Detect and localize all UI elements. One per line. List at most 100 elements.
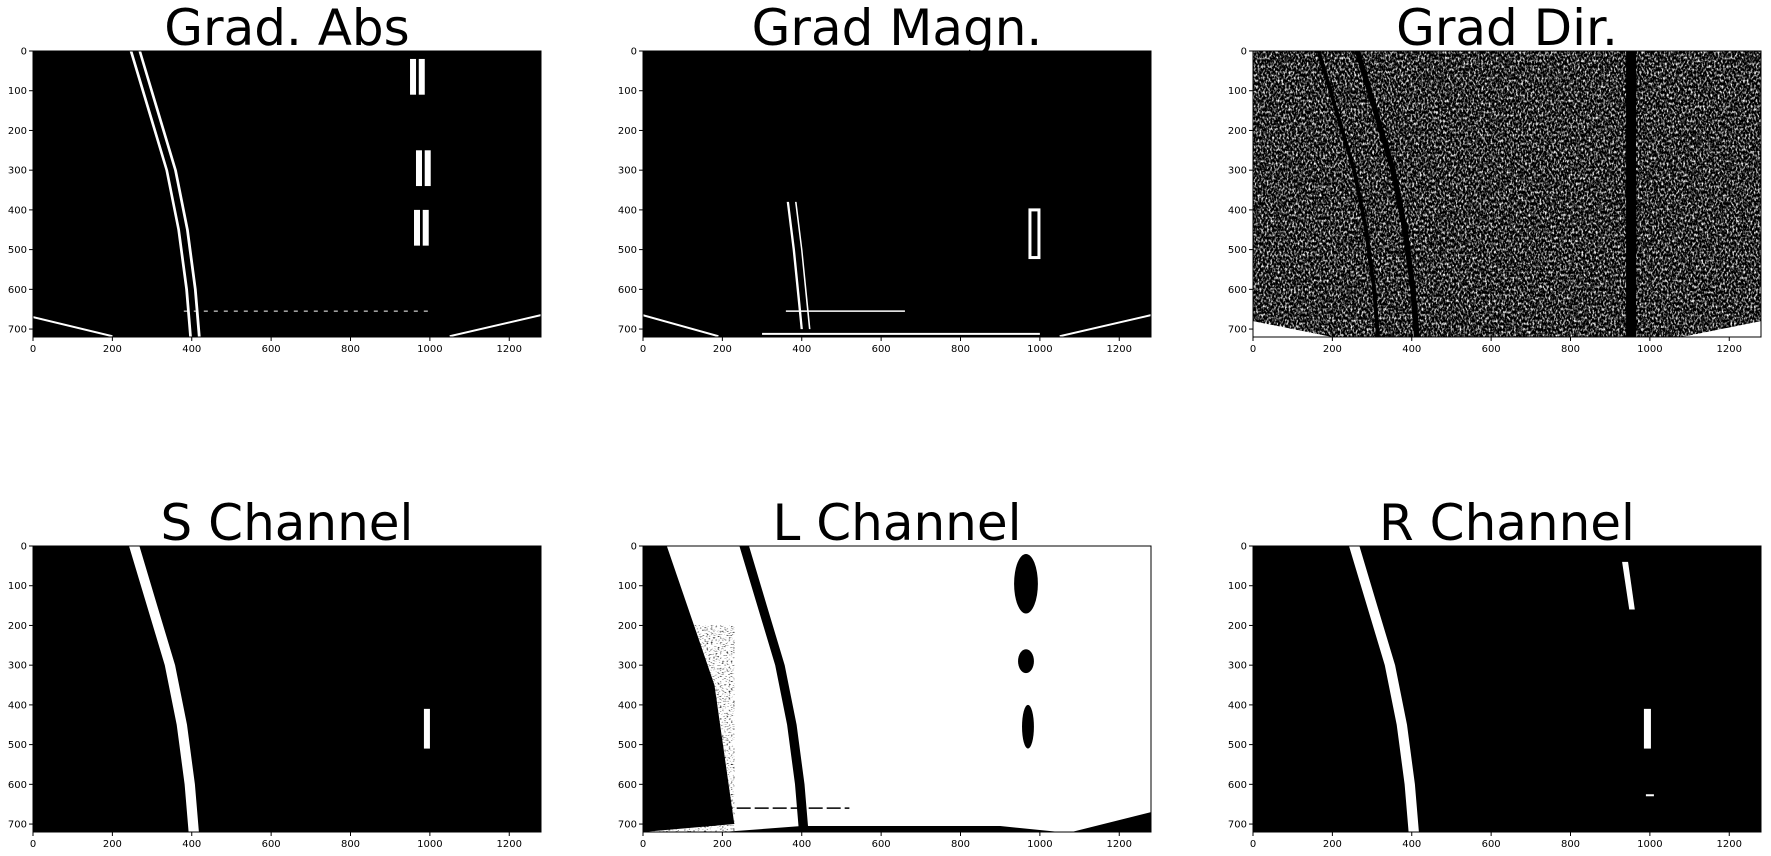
panel-title: Grad. Abs	[164, 0, 409, 57]
x-tick-label: 400	[1402, 839, 1421, 850]
y-tick-label: 400	[8, 205, 27, 216]
y-tick-label: 300	[618, 166, 637, 177]
x-tick-label: 1000	[417, 344, 442, 355]
y-tick-label: 200	[1228, 126, 1247, 137]
panel-title: R Channel	[1379, 494, 1635, 552]
x-tick-label: 200	[1323, 344, 1342, 355]
x-tick-label: 600	[262, 344, 281, 355]
x-tick-label: 0	[30, 344, 36, 355]
y-tick-label: 300	[8, 166, 27, 177]
x-tick-label: 1200	[1107, 344, 1132, 355]
binary-image	[1253, 546, 1761, 832]
x-tick-label: 1000	[1027, 344, 1052, 355]
panel-grad-magn: Grad Magn. 0 200 400 600 800 1000 1200 0 100 200 30…	[618, 0, 1152, 355]
x-tick-label: 600	[1482, 839, 1501, 850]
x-tick-label: 800	[951, 344, 970, 355]
x-tick-label: 1200	[1717, 839, 1742, 850]
y-tick-label: 500	[1228, 740, 1247, 751]
y-tick-label: 700	[8, 325, 27, 336]
x-tick-label: 1000	[1637, 344, 1662, 355]
y-tick-label: 0	[631, 47, 637, 58]
y-tick-label: 200	[1228, 621, 1247, 632]
x-tick-label: 600	[1482, 344, 1501, 355]
y-tick-label: 300	[1228, 661, 1247, 672]
axes-frame	[642, 50, 1152, 338]
x-tick-label: 200	[713, 344, 732, 355]
y-tick-label: 0	[1241, 542, 1247, 553]
x-tick-label: 1000	[1027, 839, 1052, 850]
x-tick-label: 200	[1323, 839, 1342, 850]
y-tick-label: 400	[618, 700, 637, 711]
y-tick-label: 600	[8, 780, 27, 791]
x-tick-label: 1200	[1107, 839, 1132, 850]
y-tick-label: 700	[1228, 325, 1247, 336]
y-tick-label: 600	[618, 285, 637, 296]
x-tick-label: 1200	[497, 344, 522, 355]
panel-l-channel: L Channel 0 200 400 600 800 1000 1200 0 100 200 300…	[618, 494, 1152, 850]
x-tick-label: 0	[640, 839, 646, 850]
panel-r-channel: R Channel 0 200 400 600 800 1000 1200 0 100 200 300…	[1228, 494, 1762, 850]
y-tick-label: 400	[8, 700, 27, 711]
y-tick-label: 400	[1228, 205, 1247, 216]
y-tick-label: 0	[1241, 47, 1247, 58]
x-tick-label: 800	[341, 839, 360, 850]
x-tick-label: 200	[713, 839, 732, 850]
x-tick-label: 400	[792, 344, 811, 355]
panel-title: L Channel	[772, 494, 1021, 552]
y-tick-label: 100	[8, 581, 27, 592]
y-tick-label: 100	[618, 86, 637, 97]
axes-frame	[32, 50, 542, 338]
axes-frame	[32, 545, 542, 833]
x-tick-label: 0	[30, 839, 36, 850]
y-tick-label: 700	[8, 820, 27, 831]
panel-title: Grad Dir.	[1396, 0, 1618, 57]
x-tick-label: 1000	[1637, 839, 1662, 850]
y-tick-label: 200	[8, 621, 27, 632]
panel-title: Grad Magn.	[752, 0, 1043, 57]
y-tick-label: 200	[8, 126, 27, 137]
y-tick-label: 0	[631, 542, 637, 553]
panel-grad-abs: Grad. Abs 0 200 400 600 800 1000 1200 0 100 200 300…	[8, 0, 542, 355]
panel-s-channel: S Channel 0 200 400 600 800 1000 1200 0 100 200 300…	[8, 494, 542, 850]
x-tick-label: 1200	[497, 839, 522, 850]
y-tick-label: 700	[618, 325, 637, 336]
y-tick-label: 0	[21, 542, 27, 553]
y-tick-label: 200	[618, 621, 637, 632]
x-tick-label: 400	[182, 839, 201, 850]
y-tick-label: 200	[618, 126, 637, 137]
y-tick-label: 400	[618, 205, 637, 216]
y-tick-label: 600	[618, 780, 637, 791]
x-tick-label: 1000	[417, 839, 442, 850]
y-tick-label: 100	[1228, 581, 1247, 592]
y-tick-label: 600	[8, 285, 27, 296]
y-tick-label: 600	[1228, 285, 1247, 296]
x-tick-label: 0	[1250, 344, 1256, 355]
axes-frame	[642, 545, 1152, 833]
y-tick-label: 600	[1228, 780, 1247, 791]
y-tick-label: 700	[618, 820, 637, 831]
axes-frame	[1252, 50, 1762, 338]
axes-frame	[1252, 545, 1762, 833]
x-tick-label: 600	[262, 839, 281, 850]
y-tick-label: 700	[1228, 820, 1247, 831]
binary-image	[643, 546, 1151, 832]
x-tick-label: 400	[182, 344, 201, 355]
y-tick-label: 500	[1228, 245, 1247, 256]
y-tick-label: 500	[8, 245, 27, 256]
y-tick-label: 100	[618, 581, 637, 592]
binary-image	[1253, 51, 1761, 337]
y-tick-label: 100	[8, 86, 27, 97]
y-tick-label: 300	[618, 661, 637, 672]
x-tick-label: 200	[103, 344, 122, 355]
x-tick-label: 200	[103, 839, 122, 850]
binary-image	[33, 51, 541, 337]
x-tick-label: 800	[1561, 344, 1580, 355]
x-tick-label: 800	[1561, 839, 1580, 850]
x-tick-label: 400	[1402, 344, 1421, 355]
y-tick-label: 400	[1228, 700, 1247, 711]
y-tick-label: 100	[1228, 86, 1247, 97]
panel-title: S Channel	[161, 494, 414, 552]
x-tick-label: 600	[872, 839, 891, 850]
y-tick-label: 300	[8, 661, 27, 672]
